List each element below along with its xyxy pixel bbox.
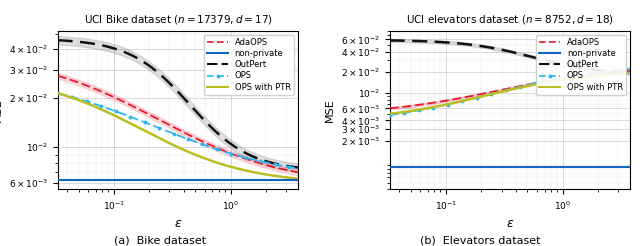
Y-axis label: MSE: MSE [325,98,335,122]
X-axis label: $\varepsilon$: $\varepsilon$ [174,217,182,230]
X-axis label: $\varepsilon$: $\varepsilon$ [506,217,514,230]
Y-axis label: MSE: MSE [0,98,3,122]
Title: UCI elevators dataset ($n = 8752, d = 18$): UCI elevators dataset ($n = 8752, d = 18… [406,13,614,26]
Text: (a)  Bike dataset: (a) Bike dataset [114,235,206,246]
Legend: AdaOPS, non-private, OutPert, OPS, OPS with PTR: AdaOPS, non-private, OutPert, OPS, OPS w… [536,35,626,95]
Text: (b)  Elevators dataset: (b) Elevators dataset [420,235,540,246]
Title: UCI Bike dataset ($n = 17379, d = 17$): UCI Bike dataset ($n = 17379, d = 17$) [84,13,272,26]
Legend: AdaOPS, non-private, OutPert, OPS, OPS with PTR: AdaOPS, non-private, OutPert, OPS, OPS w… [204,35,294,95]
